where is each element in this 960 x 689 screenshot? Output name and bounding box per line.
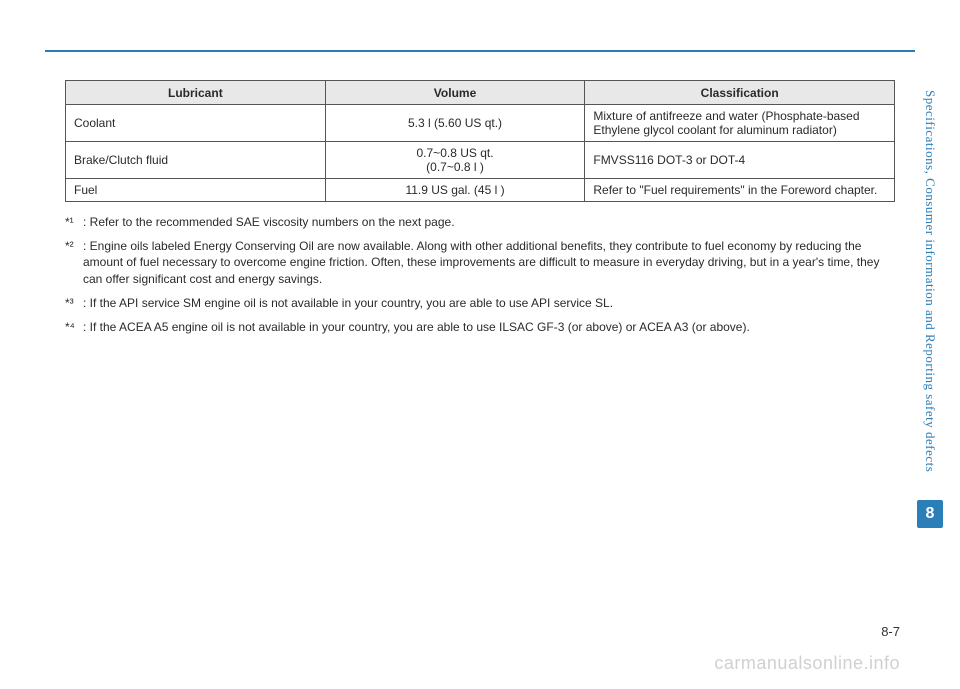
page-content: Lubricant Volume Classification Coolant … (65, 50, 895, 343)
footnote-text: : If the API service SM engine oil is no… (83, 295, 895, 311)
cell-lubricant: Coolant (66, 105, 326, 142)
header-classification: Classification (585, 81, 895, 105)
cell-classification: Mixture of antifreeze and water (Phospha… (585, 105, 895, 142)
side-chapter-title: Specifications, Consumer information and… (922, 90, 938, 472)
table-header-row: Lubricant Volume Classification (66, 81, 895, 105)
cell-classification: Refer to "Fuel requirements" in the Fore… (585, 179, 895, 202)
cell-classification: FMVSS116 DOT-3 or DOT-4 (585, 142, 895, 179)
cell-volume-line2: (0.7~0.8 l ) (426, 160, 484, 174)
footnote-mark: *³ (65, 295, 83, 311)
cell-lubricant: Brake/Clutch fluid (66, 142, 326, 179)
cell-volume-line1: 0.7~0.8 US qt. (417, 146, 494, 160)
footnote-1: *¹ : Refer to the recommended SAE viscos… (65, 214, 895, 230)
lubricants-table: Lubricant Volume Classification Coolant … (65, 80, 895, 202)
cell-volume: 5.3 l (5.60 US qt.) (325, 105, 585, 142)
footnote-text: : Refer to the recommended SAE viscosity… (83, 214, 895, 230)
cell-lubricant: Fuel (66, 179, 326, 202)
cell-volume: 0.7~0.8 US qt. (0.7~0.8 l ) (325, 142, 585, 179)
cell-volume-text: 5.3 l (5.60 US qt.) (408, 116, 502, 130)
footnote-4: *⁴ : If the ACEA A5 engine oil is not av… (65, 319, 895, 335)
watermark: carmanualsonline.info (714, 653, 900, 674)
page-number: 8-7 (881, 624, 900, 639)
table-row: Fuel 11.9 US gal. (45 l ) Refer to "Fuel… (66, 179, 895, 202)
header-lubricant: Lubricant (66, 81, 326, 105)
table-row: Brake/Clutch fluid 0.7~0.8 US qt. (0.7~0… (66, 142, 895, 179)
header-volume: Volume (325, 81, 585, 105)
top-rule (45, 50, 915, 52)
footnote-text: : Engine oils labeled Energy Conserving … (83, 238, 895, 287)
chapter-badge: 8 (917, 500, 943, 528)
footnote-3: *³ : If the API service SM engine oil is… (65, 295, 895, 311)
table-row: Coolant 5.3 l (5.60 US qt.) Mixture of a… (66, 105, 895, 142)
footnote-2: *² : Engine oils labeled Energy Conservi… (65, 238, 895, 287)
cell-volume: 11.9 US gal. (45 l ) (325, 179, 585, 202)
footnote-mark: *⁴ (65, 319, 83, 335)
footnotes: *¹ : Refer to the recommended SAE viscos… (65, 214, 895, 335)
footnote-mark: *² (65, 238, 83, 287)
footnote-text: : If the ACEA A5 engine oil is not avail… (83, 319, 895, 335)
footnote-mark: *¹ (65, 214, 83, 230)
cell-volume-text: 11.9 US gal. (45 l ) (405, 183, 504, 197)
